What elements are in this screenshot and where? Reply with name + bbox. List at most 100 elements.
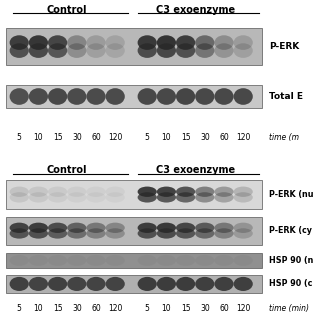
- Text: time (min): time (min): [269, 304, 309, 313]
- Ellipse shape: [157, 255, 176, 266]
- Ellipse shape: [214, 228, 234, 239]
- Text: 5: 5: [145, 133, 150, 142]
- Ellipse shape: [195, 223, 214, 233]
- Ellipse shape: [195, 255, 214, 266]
- Ellipse shape: [10, 277, 29, 291]
- Ellipse shape: [86, 223, 106, 233]
- Ellipse shape: [138, 228, 157, 239]
- Ellipse shape: [195, 187, 214, 197]
- Ellipse shape: [67, 43, 86, 58]
- Ellipse shape: [234, 255, 253, 266]
- Ellipse shape: [234, 277, 253, 291]
- Text: 10: 10: [162, 304, 171, 313]
- Ellipse shape: [29, 228, 48, 239]
- Ellipse shape: [29, 43, 48, 58]
- Ellipse shape: [106, 228, 125, 239]
- Text: Total E: Total E: [269, 92, 303, 101]
- Text: Control: Control: [47, 5, 87, 15]
- Ellipse shape: [176, 43, 195, 58]
- Text: C3 exoenzyme: C3 exoenzyme: [156, 165, 235, 175]
- Ellipse shape: [106, 277, 125, 291]
- Text: 10: 10: [34, 133, 43, 142]
- Ellipse shape: [48, 187, 67, 197]
- Ellipse shape: [106, 223, 125, 233]
- Ellipse shape: [234, 43, 253, 58]
- Text: 60: 60: [91, 133, 101, 142]
- Ellipse shape: [195, 43, 214, 58]
- Text: Control: Control: [47, 165, 87, 175]
- Ellipse shape: [138, 277, 157, 291]
- Ellipse shape: [10, 43, 29, 58]
- Ellipse shape: [10, 223, 29, 233]
- Ellipse shape: [29, 223, 48, 233]
- Ellipse shape: [195, 35, 214, 50]
- Ellipse shape: [176, 223, 195, 233]
- Ellipse shape: [106, 255, 125, 266]
- Ellipse shape: [48, 277, 67, 291]
- Ellipse shape: [234, 192, 253, 203]
- Ellipse shape: [86, 228, 106, 239]
- Ellipse shape: [157, 43, 176, 58]
- Ellipse shape: [157, 35, 176, 50]
- Ellipse shape: [67, 277, 86, 291]
- Ellipse shape: [234, 228, 253, 239]
- Text: 15: 15: [181, 304, 190, 313]
- Ellipse shape: [214, 255, 234, 266]
- Ellipse shape: [176, 192, 195, 203]
- Ellipse shape: [67, 255, 86, 266]
- Ellipse shape: [176, 255, 195, 266]
- Text: 120: 120: [108, 304, 122, 313]
- Ellipse shape: [29, 88, 48, 105]
- Ellipse shape: [195, 88, 214, 105]
- Text: 60: 60: [219, 133, 229, 142]
- Ellipse shape: [138, 187, 157, 197]
- Ellipse shape: [157, 187, 176, 197]
- Text: 120: 120: [236, 304, 250, 313]
- Ellipse shape: [67, 88, 86, 105]
- Ellipse shape: [214, 187, 234, 197]
- Ellipse shape: [214, 35, 234, 50]
- Ellipse shape: [106, 88, 125, 105]
- Text: 10: 10: [162, 133, 171, 142]
- Ellipse shape: [214, 223, 234, 233]
- Ellipse shape: [138, 255, 157, 266]
- Ellipse shape: [48, 228, 67, 239]
- Text: time (m: time (m: [269, 133, 299, 142]
- Ellipse shape: [86, 255, 106, 266]
- Ellipse shape: [214, 277, 234, 291]
- Bar: [6, 217, 262, 245]
- Ellipse shape: [138, 192, 157, 203]
- Ellipse shape: [157, 88, 176, 105]
- Bar: [6, 180, 262, 209]
- Ellipse shape: [10, 35, 29, 50]
- Text: 10: 10: [34, 304, 43, 313]
- Text: 15: 15: [181, 133, 190, 142]
- Text: 30: 30: [200, 133, 210, 142]
- Text: HSP 90 (c: HSP 90 (c: [269, 279, 312, 288]
- Ellipse shape: [29, 35, 48, 50]
- Ellipse shape: [29, 192, 48, 203]
- Ellipse shape: [234, 88, 253, 105]
- Ellipse shape: [29, 277, 48, 291]
- Ellipse shape: [176, 228, 195, 239]
- Bar: [6, 275, 262, 293]
- Ellipse shape: [176, 88, 195, 105]
- Ellipse shape: [86, 35, 106, 50]
- Ellipse shape: [10, 187, 29, 197]
- Ellipse shape: [176, 35, 195, 50]
- Ellipse shape: [157, 228, 176, 239]
- Ellipse shape: [10, 192, 29, 203]
- Text: 15: 15: [53, 133, 62, 142]
- Ellipse shape: [29, 255, 48, 266]
- Ellipse shape: [157, 223, 176, 233]
- Ellipse shape: [67, 35, 86, 50]
- Text: 15: 15: [53, 304, 62, 313]
- Ellipse shape: [176, 187, 195, 197]
- Ellipse shape: [195, 192, 214, 203]
- Ellipse shape: [106, 187, 125, 197]
- Text: 120: 120: [108, 133, 122, 142]
- Ellipse shape: [67, 192, 86, 203]
- Ellipse shape: [195, 277, 214, 291]
- Text: P-ERK (nu: P-ERK (nu: [269, 190, 313, 199]
- Text: 60: 60: [91, 304, 101, 313]
